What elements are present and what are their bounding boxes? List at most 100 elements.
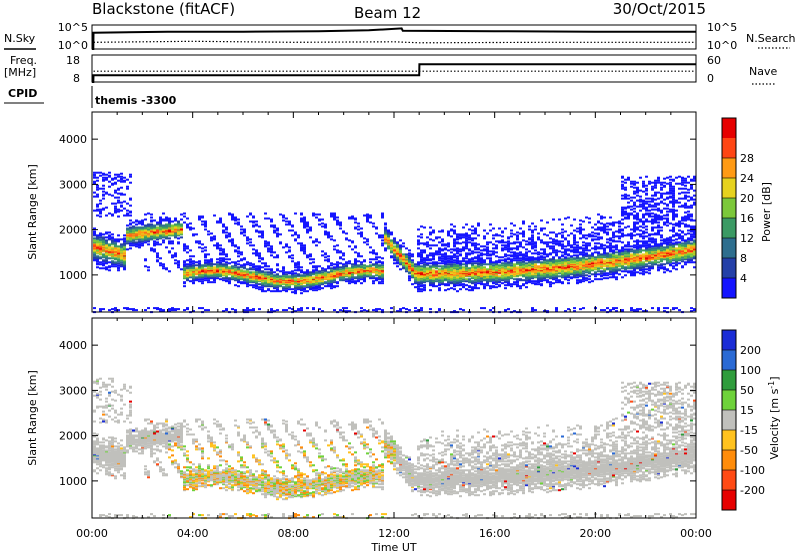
power-cell [102, 178, 105, 181]
power-cell [408, 309, 411, 312]
power-cell [444, 243, 447, 246]
power-cell [159, 216, 162, 219]
power-cell [372, 222, 375, 225]
power-cell [606, 274, 609, 277]
power-cell [465, 278, 468, 281]
power-cell [546, 279, 549, 282]
power-cell [513, 310, 516, 313]
power-cell [603, 244, 606, 247]
power-cell [447, 257, 450, 260]
power-cell [534, 244, 537, 247]
power-cell [600, 236, 603, 239]
power-cell [606, 267, 609, 270]
power-cell [633, 246, 636, 249]
power-cell [162, 309, 165, 312]
power-cell [357, 279, 360, 282]
power-cell [177, 260, 180, 263]
power-cell [102, 253, 105, 256]
power-cell [546, 259, 549, 262]
power-cell [441, 265, 444, 268]
power-cell [540, 261, 543, 264]
power-cell [147, 307, 150, 310]
power-cell [465, 260, 468, 263]
power-cell [582, 251, 585, 254]
power-cell [477, 279, 480, 282]
power-cell [627, 248, 630, 251]
power-cell [522, 220, 525, 223]
power-cell [276, 268, 279, 271]
power-cell [627, 176, 630, 179]
power-cell [516, 283, 519, 286]
power-cell [357, 222, 360, 225]
power-cell [540, 252, 543, 255]
power-cell [336, 281, 339, 284]
power-cell [447, 263, 450, 266]
power-cell [489, 309, 492, 312]
power-cell [594, 256, 597, 259]
power-cell [489, 253, 492, 256]
power-cell [111, 253, 114, 256]
power-cell [93, 209, 96, 212]
power-cell [276, 286, 279, 289]
power-cell [228, 232, 231, 235]
power-cell [282, 246, 285, 249]
power-cell [399, 308, 402, 311]
power-cell [585, 249, 588, 252]
power-cell [621, 309, 624, 312]
power-cell [594, 271, 597, 274]
power-cell [408, 277, 411, 280]
power-cell [246, 215, 249, 218]
nsky-label: N.Sky [4, 32, 36, 45]
power-cell [492, 234, 495, 237]
power-cell [297, 278, 300, 281]
power-cell [300, 212, 303, 215]
power-cell [264, 290, 267, 293]
power-cell [336, 216, 339, 219]
power-cell [471, 237, 474, 240]
power-cell [132, 221, 135, 224]
power-cell [498, 234, 501, 237]
power-cell [369, 216, 372, 219]
power-cell [573, 271, 576, 274]
power-cell [129, 219, 132, 222]
power-cell [144, 213, 147, 216]
power-cell [420, 309, 423, 312]
power-cell [318, 308, 321, 311]
power-cell [549, 241, 552, 244]
power-cell [441, 282, 444, 285]
power-cell [522, 266, 525, 269]
power-cell [339, 270, 342, 273]
power-cell [615, 244, 618, 247]
power-cell [342, 265, 345, 268]
power-cell [525, 281, 528, 284]
power-cell [93, 256, 96, 259]
power-cell [225, 258, 228, 261]
power-cell [93, 180, 96, 183]
power-cell [207, 253, 210, 256]
power-cell [420, 225, 423, 228]
power-cell [186, 269, 189, 272]
power-cell [627, 194, 630, 197]
power-cell [198, 242, 201, 245]
power-cell [138, 226, 141, 229]
power-cell [567, 264, 570, 267]
power-cell [180, 213, 183, 216]
power-cell [612, 236, 615, 239]
power-cell [162, 212, 165, 215]
power-cell [429, 238, 432, 241]
power-cell [306, 254, 309, 257]
power-cell [360, 233, 363, 236]
power-cell [282, 216, 285, 219]
power-cell [330, 273, 333, 276]
power-cell [423, 263, 426, 266]
power-cell [261, 276, 264, 279]
power-cell [549, 283, 552, 286]
power-cell [618, 264, 621, 267]
power-cell [462, 226, 465, 229]
power-cell [180, 223, 183, 226]
power-cell [450, 228, 453, 231]
power-cell [108, 174, 111, 177]
power-cell [546, 255, 549, 258]
power-cell [552, 247, 555, 250]
power-cell [288, 307, 291, 310]
